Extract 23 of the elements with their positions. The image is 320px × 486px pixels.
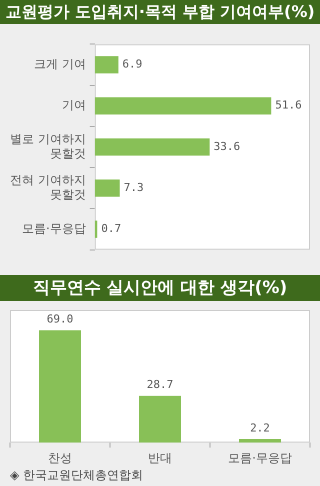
x-tick-label: 찬성 <box>48 450 72 465</box>
y-tick-label: 기여 <box>62 98 86 112</box>
data-label: 69.0 <box>46 312 74 326</box>
bar <box>94 138 210 156</box>
data-label: 2.2 <box>250 421 270 434</box>
bar <box>94 179 120 197</box>
x-tick-label: 모름·무응답 <box>228 450 292 465</box>
text: ◈ 한국교원단체총연합회 <box>10 467 144 484</box>
data-label: 28.7 <box>146 378 174 392</box>
y-tick-label: 전혀 기여하지 못할것 <box>10 173 86 202</box>
chart-title: 직무연수 실시안에 대한 생각(%) <box>0 275 320 301</box>
chart-title: 교원평가 도입취지·목적 부합 기여여부(%) <box>0 0 320 24</box>
data-label: 7.3 <box>124 180 144 194</box>
data-label: 51.6 <box>275 98 302 112</box>
y-tick-label: 크게 기여 <box>34 56 86 71</box>
y-tick-label: 별로 기여하지 못할것 <box>10 132 86 160</box>
data-label: 0.7 <box>101 222 122 236</box>
data-label: 33.6 <box>214 140 240 153</box>
x-tick-label: 반대 <box>148 450 172 465</box>
bar <box>94 56 118 74</box>
data-label: 6.9 <box>122 58 142 71</box>
bar <box>94 97 272 115</box>
y-tick-label: 모름·무응답 <box>22 221 86 236</box>
